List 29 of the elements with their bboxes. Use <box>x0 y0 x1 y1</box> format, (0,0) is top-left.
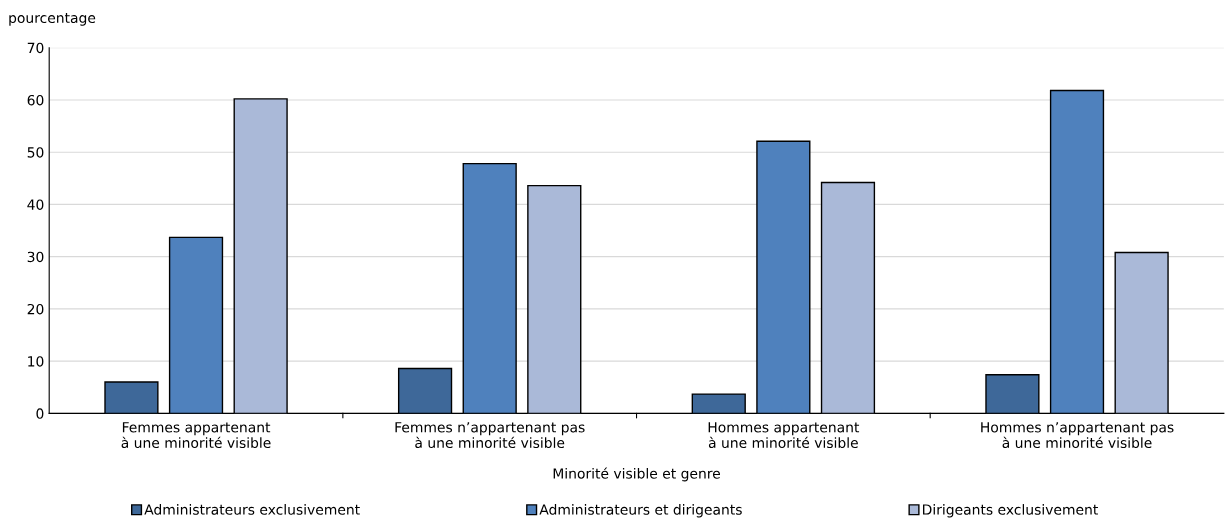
y-tick-label: 20 <box>27 303 44 315</box>
legend-label: Administrateurs et dirigeants <box>539 504 742 518</box>
x-axis-title: Minorité visible et genre <box>553 467 720 482</box>
bar <box>1114 251 1169 414</box>
bar <box>527 184 582 414</box>
bar <box>168 236 224 414</box>
legend-label: Administrateurs exclusivement <box>144 504 360 515</box>
x-tick-label: Femmes appartenant à une minorité visible <box>121 422 271 449</box>
y-tick-label: 0 <box>36 408 44 419</box>
bar <box>820 181 876 414</box>
y-tick-label: 70 <box>27 42 44 54</box>
y-tick-label: 50 <box>27 147 44 158</box>
bar <box>462 162 517 414</box>
x-tick-label: Hommes n’appartenant pas à une minorité visible <box>981 422 1174 449</box>
bar <box>756 140 811 414</box>
y-axis-title: pourcentage <box>9 13 96 26</box>
bar <box>397 367 453 414</box>
bar <box>233 98 288 414</box>
bar <box>1049 89 1105 414</box>
y-tick-label: 60 <box>27 94 44 106</box>
y-tick-label: 30 <box>27 251 44 263</box>
bar <box>691 393 746 414</box>
x-tick-label: Hommes appartenant à une minorité visible <box>708 422 860 449</box>
legend-label: Dirigeants exclusivement <box>923 504 1098 518</box>
bar <box>104 381 159 414</box>
x-tick-label: Femmes n’appartenant pas à une minorité visible <box>395 422 585 449</box>
y-tick-label: 10 <box>28 356 44 367</box>
y-tick-label: 40 <box>27 199 44 210</box>
bar <box>985 374 1040 414</box>
